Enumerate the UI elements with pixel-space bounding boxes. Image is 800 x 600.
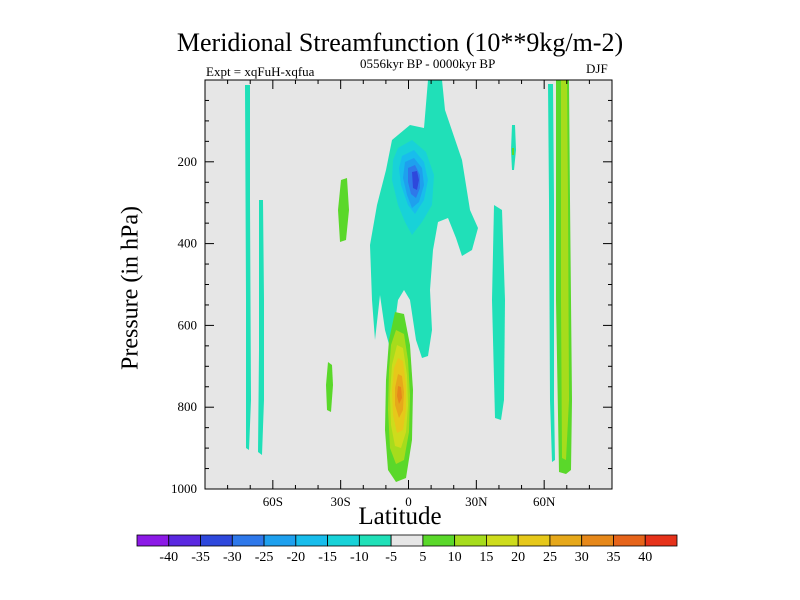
colorbar-swatch <box>581 534 614 547</box>
y-tick-label: 400 <box>178 236 198 251</box>
contour-layer <box>245 80 572 482</box>
colorbar-label: 10 <box>448 550 462 565</box>
colorbar-swatch <box>358 534 392 547</box>
colorbar-label: -25 <box>255 550 274 565</box>
y-tick-label: 200 <box>178 154 198 169</box>
contour-band-63n-thin <box>548 84 555 462</box>
x-tick-label: 0 <box>405 494 412 509</box>
contour-pos-30 <box>397 386 402 404</box>
colorbar-label: 20 <box>511 550 525 565</box>
colorbar-swatch <box>263 534 297 547</box>
contour-neg-outer <box>370 80 478 358</box>
colorbar-swatch <box>454 534 487 547</box>
colorbar-swatch <box>613 534 646 547</box>
x-tick-label: 60N <box>533 494 556 509</box>
colorbar-label: -20 <box>286 550 305 565</box>
colorbar-label: 40 <box>638 550 652 565</box>
colorbar-swatch <box>644 534 678 547</box>
x-tick-label: 30N <box>465 494 488 509</box>
contour-patch-45n-core <box>512 148 514 155</box>
colorbar-swatch <box>517 534 551 547</box>
colorbar-label: -30 <box>223 550 242 565</box>
colorbar-label: 15 <box>479 550 493 565</box>
contour-band-63n-inner <box>561 80 569 460</box>
colorbar-label: -5 <box>385 550 397 565</box>
colorbar-swatch <box>200 534 233 547</box>
contour-band-70s <box>245 85 251 450</box>
axis-tick-labels: 60S 30S 0 30N 60N 200 400 600 800 1000 <box>171 154 556 509</box>
contour-patch-45n <box>511 125 516 170</box>
colorbar-swatch <box>390 534 424 547</box>
chart-title: Meridional Streamfunction (10**9kg/m-2) <box>176 28 624 57</box>
colorbar: -40 -35 -30 -25 -20 -15 -10 -5 5 10 15 20 25 30 35 40 <box>136 534 678 565</box>
contour-patch-30s <box>338 178 349 242</box>
x-tick-label: 30S <box>331 494 351 509</box>
colorbar-label: -35 <box>191 550 210 565</box>
colorbar-swatch <box>295 534 328 547</box>
colorbar-swatch <box>486 534 519 547</box>
colorbar-swatch <box>231 534 265 547</box>
colorbar-swatch <box>422 534 456 547</box>
colorbar-swatch <box>136 534 170 547</box>
colorbar-label: -40 <box>159 550 178 565</box>
contour-band-35n <box>492 205 505 420</box>
season-label: DJF <box>586 61 608 76</box>
colorbar-label: -10 <box>350 550 369 565</box>
x-tick-label: 60S <box>263 494 283 509</box>
contour-band-65s <box>258 200 264 455</box>
colorbar-label: -15 <box>318 550 337 565</box>
y-tick-label: 1000 <box>171 481 197 496</box>
colorbar-swatch <box>327 534 360 547</box>
colorbar-swatch <box>168 534 201 547</box>
experiment-label: Expt = xqFuH-xqfua <box>206 64 315 79</box>
colorbar-swatch <box>549 534 583 547</box>
period-label: 0556kyr BP - 0000kyr BP <box>360 56 496 71</box>
axis-ticks <box>205 80 612 490</box>
contour-neg-30 <box>412 171 419 190</box>
contour-patch-38s <box>326 362 333 412</box>
colorbar-label: 5 <box>419 550 426 565</box>
y-tick-label: 800 <box>178 399 198 414</box>
colorbar-label: 25 <box>543 550 557 565</box>
y-tick-label: 600 <box>178 317 198 332</box>
colorbar-label: 35 <box>606 550 620 565</box>
colorbar-label: 30 <box>575 550 589 565</box>
x-axis-label: Latitude <box>358 503 442 530</box>
